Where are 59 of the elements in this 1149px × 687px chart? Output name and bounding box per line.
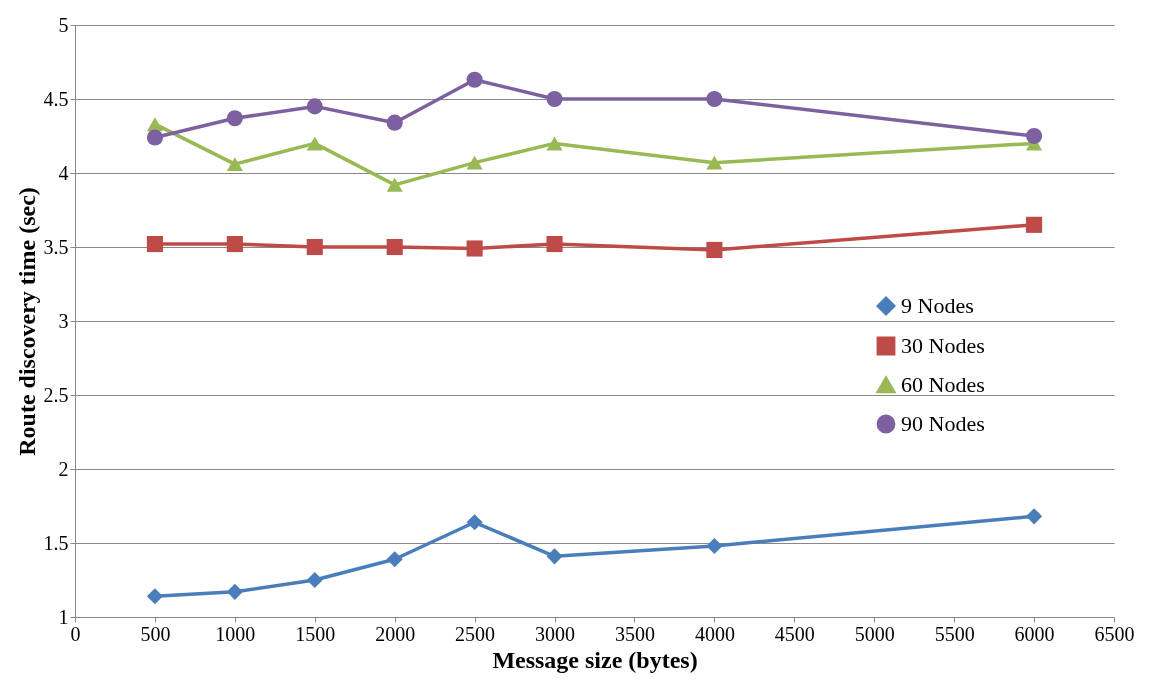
x-tick-label: 0 (70, 622, 81, 645)
point (706, 537, 723, 555)
y-tick-label: 2.5 (43, 383, 69, 406)
y-axis-title: Route discovery time (sec) (13, 187, 40, 456)
y-tick-label: 1.5 (43, 531, 69, 554)
x-tick-label: 6000 (1014, 622, 1055, 645)
point (1026, 127, 1043, 145)
x-tick-label: 3000 (535, 622, 576, 645)
y-tick-label: 4 (58, 161, 69, 184)
y-tick-label: 4.5 (43, 87, 69, 110)
point (386, 114, 403, 131)
point (706, 90, 723, 108)
point (306, 98, 323, 115)
point (146, 588, 163, 605)
point (466, 71, 483, 88)
legend-label: 30 Nodes (901, 333, 985, 358)
y-tick-label: 2 (58, 457, 69, 480)
point (386, 551, 403, 568)
y-tick-label: 3 (58, 309, 69, 332)
point (1026, 508, 1043, 525)
x-tick-label: 6500 (1094, 622, 1135, 645)
x-tick-label: 5500 (934, 622, 975, 645)
point (146, 129, 163, 146)
point (386, 238, 403, 256)
point (546, 548, 563, 565)
point (546, 235, 563, 253)
x-tick-label: 1000 (215, 622, 256, 645)
x-tick-label: 4000 (694, 622, 735, 645)
x-tick-label: 4500 (774, 622, 815, 645)
legend-label: 90 Nodes (901, 411, 985, 436)
point (386, 177, 403, 192)
point (546, 136, 563, 151)
x-axis-title: Message size (bytes) (492, 646, 698, 673)
x-tick-label: 5000 (854, 622, 895, 645)
point (706, 241, 723, 259)
point (306, 136, 323, 151)
x-tick-label: 2500 (455, 622, 496, 645)
point (706, 155, 723, 170)
point (466, 155, 483, 170)
y-tick-label: 1 (58, 605, 69, 628)
point (466, 514, 483, 531)
point (546, 90, 563, 108)
x-tick-label: 1500 (295, 622, 336, 645)
y-tick-label: 5 (58, 13, 69, 36)
legend-label: 9 Nodes (901, 293, 974, 318)
y-tick-label: 3.5 (43, 235, 69, 258)
point (1026, 216, 1043, 233)
legend-label: 60 Nodes (901, 372, 985, 397)
point (146, 235, 163, 253)
point (306, 238, 323, 256)
x-tick-label: 500 (140, 622, 171, 645)
point (226, 110, 243, 127)
point (226, 235, 243, 253)
point (306, 571, 323, 589)
point (226, 583, 243, 600)
point (226, 157, 243, 172)
x-tick-label: 2000 (375, 622, 416, 645)
point (466, 240, 483, 257)
x-tick-label: 3500 (614, 622, 655, 645)
